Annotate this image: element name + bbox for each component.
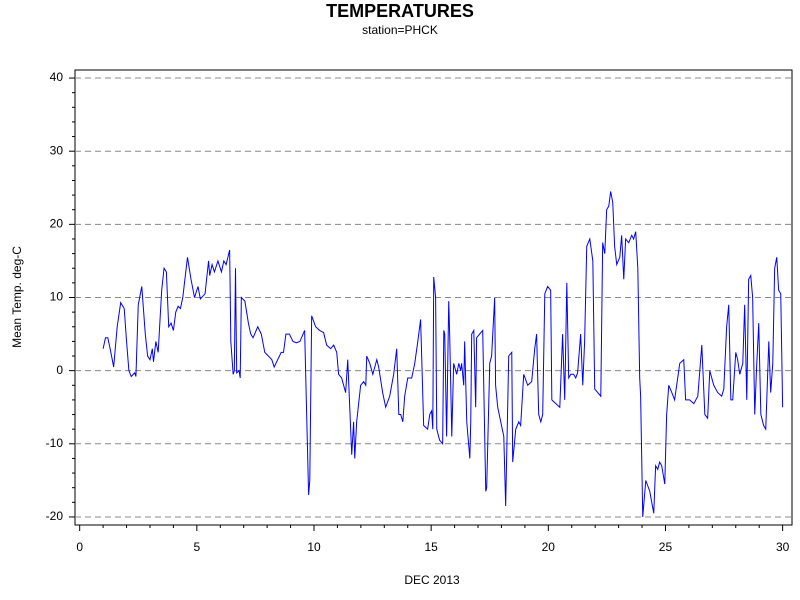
y-tick-label: 30 <box>50 143 64 157</box>
y-tick-label: -20 <box>46 509 64 523</box>
y-tick-label: 20 <box>50 217 64 231</box>
x-tick-label: 0 <box>76 540 83 554</box>
x-tick-label: 20 <box>542 540 556 554</box>
x-axis-label: DEC 2013 <box>404 573 460 587</box>
y-tick-label: 10 <box>50 290 64 304</box>
x-tick-label: 25 <box>659 540 673 554</box>
y-tick-label: -10 <box>46 436 64 450</box>
data-line <box>102 191 784 517</box>
x-tick-label: 15 <box>424 540 438 554</box>
y-axis-label: Mean Temp. deg-C <box>10 246 24 348</box>
x-tick-label: 5 <box>193 540 200 554</box>
y-tick-label: 40 <box>50 70 64 84</box>
chart-title: TEMPERATURES <box>326 1 474 21</box>
y-tick-label: 0 <box>56 363 63 377</box>
x-tick-label: 10 <box>307 540 321 554</box>
x-tick-label: 30 <box>776 540 790 554</box>
chart-subtitle: station=PHCK <box>362 23 438 37</box>
